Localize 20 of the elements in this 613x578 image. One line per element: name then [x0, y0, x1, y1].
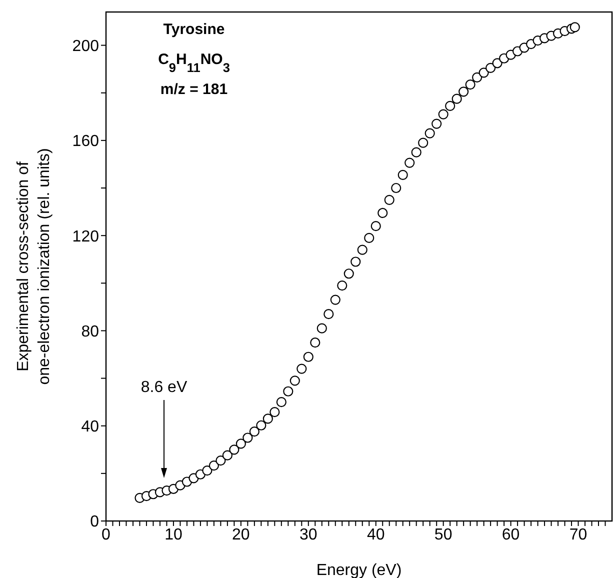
- y-tick-label: 80: [81, 323, 100, 340]
- x-tick-label: 40: [366, 526, 385, 544]
- y-tick-label: 200: [72, 38, 100, 55]
- annotation: 8.6 eV: [140, 379, 188, 396]
- x-tick-label: 0: [102, 526, 111, 544]
- x-tick-label: 50: [434, 526, 452, 544]
- x-tick-label: 10: [164, 526, 182, 544]
- y-tick-label: 40: [81, 418, 100, 436]
- x-tick-label: 20: [232, 526, 250, 544]
- annotation: C$_{9}$H$_{11}$NO$_{3}$: [158, 51, 230, 74]
- y-tick-label: 120: [72, 228, 100, 246]
- x-tick-label: 30: [300, 526, 318, 544]
- annotation: m/z = 181: [160, 81, 228, 98]
- x-tick-label: 70: [569, 526, 588, 544]
- y-axis-title: Experimental cross-section of one-electron ionization (rel. units): [15, 148, 53, 385]
- y-tick-label: 160: [72, 133, 100, 150]
- annotation: Tyrosine: [163, 21, 225, 38]
- y-tick-label: 0: [90, 514, 100, 531]
- x-axis-title: Energy (eV): [316, 562, 402, 578]
- x-tick-label: 60: [502, 526, 520, 544]
